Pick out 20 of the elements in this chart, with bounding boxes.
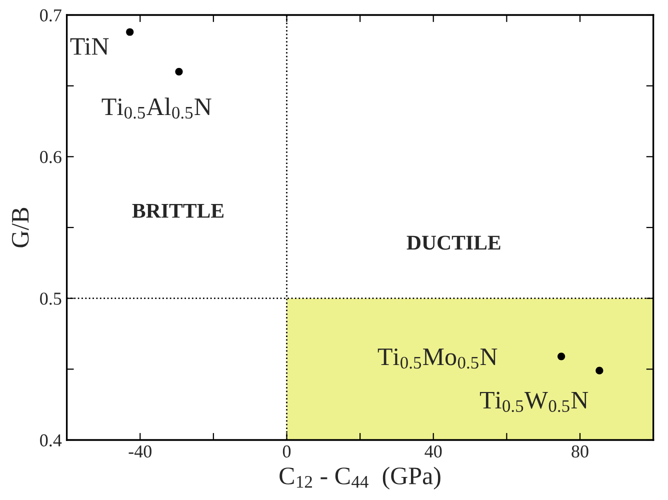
annotation: Ti$_{0.5}$Mo$_{0.5}$N bbox=[378, 348, 498, 369]
x-tick-label: 80 bbox=[572, 445, 588, 458]
point bbox=[596, 366, 604, 374]
point bbox=[126, 28, 134, 36]
y-tick-label: 0.7 bbox=[40, 9, 62, 22]
point bbox=[557, 352, 566, 360]
x-axis-title: C$_{12}$ - C$_{44}$ (GPa) bbox=[280, 466, 440, 490]
annotation: Ti$_{0.5}$W$_{0.5}$N bbox=[480, 392, 588, 412]
annotation: DUCTILE bbox=[406, 236, 500, 250]
y-tick-label: 0.4 bbox=[40, 434, 62, 447]
y-tick-label: 0.5 bbox=[40, 292, 62, 305]
point bbox=[175, 68, 183, 76]
x-tick-label: 0 bbox=[282, 445, 291, 458]
annotation: TiN bbox=[70, 38, 109, 55]
annotation: BRITTLE bbox=[132, 204, 224, 218]
annotation: Ti$_{0.5}$Al$_{0.5}$N bbox=[102, 98, 212, 119]
x-tick-label: 40 bbox=[424, 445, 442, 458]
y-axis-title: G/B bbox=[12, 208, 29, 248]
x-tick-label: -40 bbox=[128, 445, 152, 458]
y-tick-label: 0.6 bbox=[40, 150, 62, 164]
